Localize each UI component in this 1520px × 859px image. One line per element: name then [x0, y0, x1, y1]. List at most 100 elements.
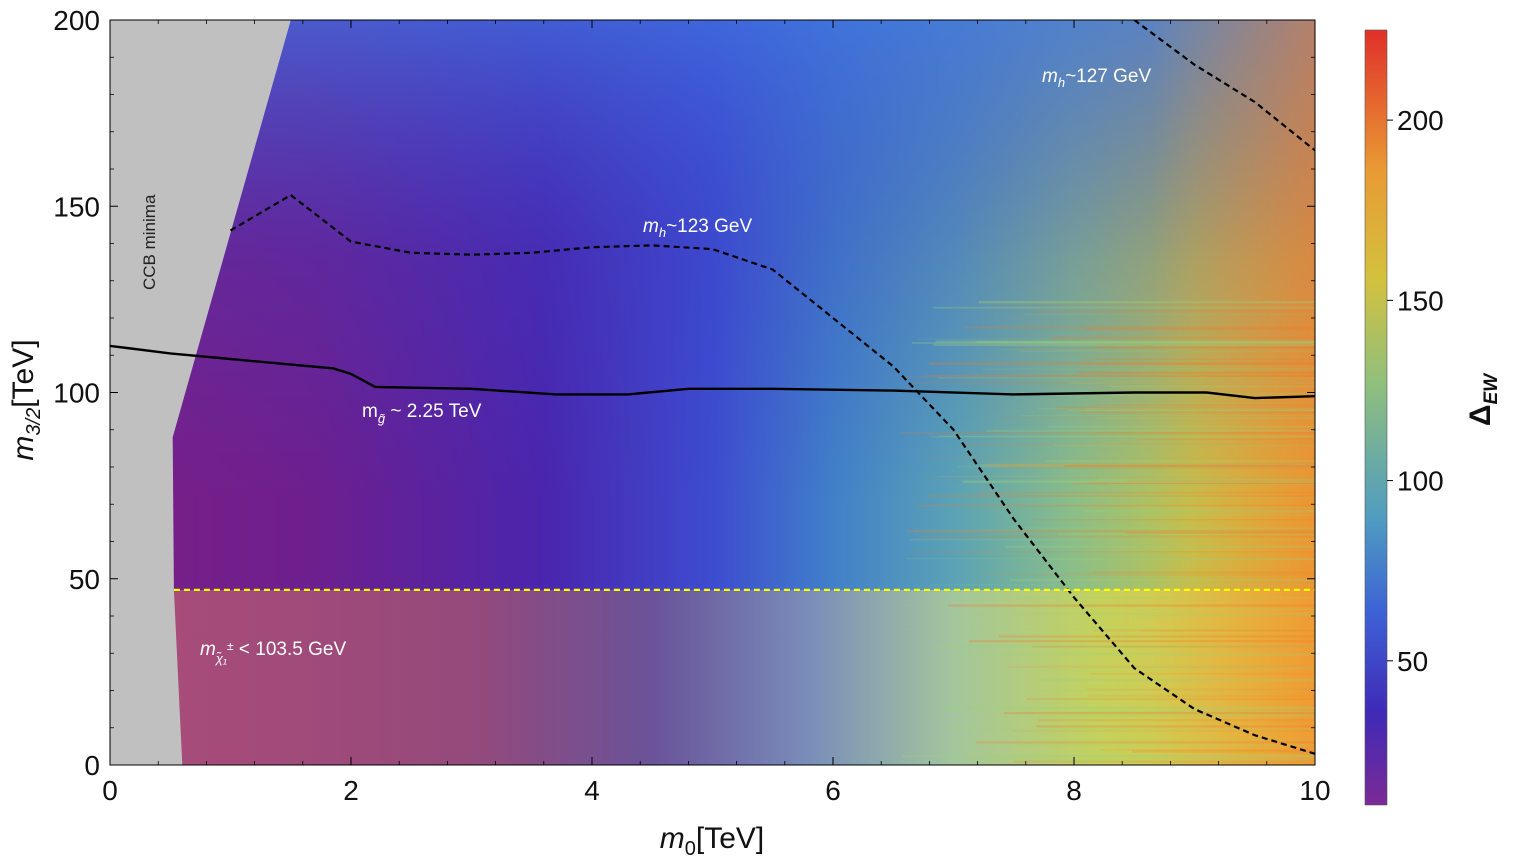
colorbar-ticks: 50 100 150 200 — [1387, 105, 1444, 677]
noise-stripe — [900, 376, 1315, 378]
noise-stripe — [939, 435, 1315, 438]
noise-stripe — [1014, 526, 1315, 529]
noise-stripe — [975, 741, 1315, 744]
gluino-label-m: m — [362, 401, 378, 422]
y-tick-label: 50 — [69, 564, 100, 595]
noise-stripe — [1097, 478, 1315, 481]
chargino-label: mχ̃₁± < 103.5 GeV — [200, 639, 346, 666]
noise-stripe — [960, 443, 1315, 446]
noise-stripe — [1040, 528, 1315, 530]
contour-mh-123 — [229, 194, 1315, 755]
noise-stripe — [1034, 309, 1315, 313]
noise-stripe — [1092, 571, 1315, 574]
noise-stripe — [1081, 362, 1315, 365]
noise-stripe — [1076, 371, 1315, 374]
x-axis-ticks: 0 2 4 6 8 10 — [102, 20, 1331, 806]
noise-stripe — [1014, 760, 1315, 763]
noise-stripe — [1020, 415, 1315, 417]
y-axis-title-unit: [TeV] — [7, 339, 40, 407]
noise-stripe — [1093, 629, 1315, 632]
ccb-minima-region — [110, 20, 291, 765]
mh-127-label-m: m — [1042, 66, 1058, 87]
colorbar-tick-label: 50 — [1397, 646, 1428, 677]
noise-stripe — [901, 604, 1315, 606]
plot-area — [110, 20, 1315, 765]
x-axis-title-sub: 0 — [685, 838, 696, 859]
noise-stripe — [1041, 558, 1315, 561]
noise-stripe — [1084, 509, 1315, 513]
noise-stripe — [922, 738, 1315, 740]
noise-stripe — [937, 377, 1315, 379]
noise-stripe — [923, 375, 1315, 377]
noise-stripe — [1116, 514, 1315, 516]
noise-stripe — [933, 343, 1315, 346]
noise-stripe — [906, 557, 1315, 560]
noise-stripe — [948, 604, 1315, 607]
noise-stripe — [1040, 678, 1315, 682]
colorbar-title-sub: EW — [1481, 372, 1502, 405]
colorbar-title: ΔEW — [1464, 372, 1502, 426]
noise-stripe — [1131, 750, 1315, 753]
noise-stripe — [911, 341, 1315, 345]
noise-stripe — [1042, 715, 1315, 717]
noise-stripe — [1071, 483, 1315, 485]
ccb-minima-label: CCB minima — [140, 194, 159, 290]
noise-stripe — [1143, 367, 1315, 371]
noise-stripe — [1068, 409, 1315, 412]
noise-stripe — [1026, 698, 1315, 700]
noise-stripe — [1047, 426, 1315, 428]
noise-stripe — [912, 381, 1315, 385]
noise-stripe — [922, 476, 1315, 479]
noise-stripe — [1094, 346, 1315, 348]
noise-stripe — [1019, 350, 1315, 352]
noise-stripe — [1005, 545, 1315, 549]
noise-stripe — [929, 584, 1315, 586]
noise-stripe — [1099, 749, 1315, 751]
noise-stripe — [941, 728, 1315, 730]
y-axis-title-sub: 3/2 — [23, 408, 45, 436]
noise-stripe — [900, 432, 1315, 435]
noise-stripe — [1012, 729, 1315, 732]
noise-stripe — [918, 504, 1315, 507]
noise-stripe — [1050, 336, 1315, 340]
chargino-label-sub: χ̃₁ — [215, 651, 227, 666]
noise-stripe — [1007, 665, 1315, 668]
noise-stripe — [1082, 359, 1315, 361]
noise-stripe — [1107, 406, 1315, 408]
noise-stripe — [1013, 348, 1315, 349]
noise-stripe — [976, 341, 1315, 344]
gluino-label-text: ~ 2.25 TeV — [385, 401, 482, 422]
noise-stripe — [932, 306, 1315, 309]
colorbar-tick-label: 150 — [1397, 285, 1444, 316]
noise-stripe — [970, 612, 1315, 616]
noise-stripe — [1000, 416, 1315, 418]
noise-stripe — [1129, 608, 1315, 610]
mh-123-label: mh~123 GeV — [643, 216, 752, 240]
noise-stripe — [1085, 408, 1315, 411]
noise-stripe — [913, 551, 1315, 553]
noise-stripe — [1036, 725, 1315, 728]
noise-stripe — [929, 362, 1315, 365]
noise-stripe — [957, 465, 1315, 468]
noise-stripe — [1126, 479, 1315, 483]
x-tick-label: 0 — [102, 775, 118, 806]
mh-123-label-sub: h — [659, 225, 666, 240]
noise-stripe — [987, 463, 1315, 467]
y-tick-label: 150 — [53, 191, 100, 222]
noise-stripe — [903, 628, 1315, 630]
noise-stripe — [1024, 313, 1315, 316]
noise-stripe — [986, 713, 1315, 715]
noise-stripe — [1009, 579, 1315, 582]
noise-stripe — [1001, 348, 1315, 351]
noise-stripe — [1086, 688, 1315, 691]
noise-stripe — [1087, 482, 1315, 484]
noise-stripe — [1076, 667, 1315, 670]
noise-stripe — [908, 539, 1315, 541]
colorbar-tick-label: 100 — [1397, 466, 1444, 497]
noise-stripe — [901, 755, 1315, 758]
x-tick-label: 6 — [825, 775, 841, 806]
x-tick-label: 2 — [343, 775, 359, 806]
noise-stripe — [935, 340, 1315, 344]
noise-stripe — [1031, 645, 1315, 648]
colorbar-tick-label: 200 — [1397, 105, 1444, 136]
